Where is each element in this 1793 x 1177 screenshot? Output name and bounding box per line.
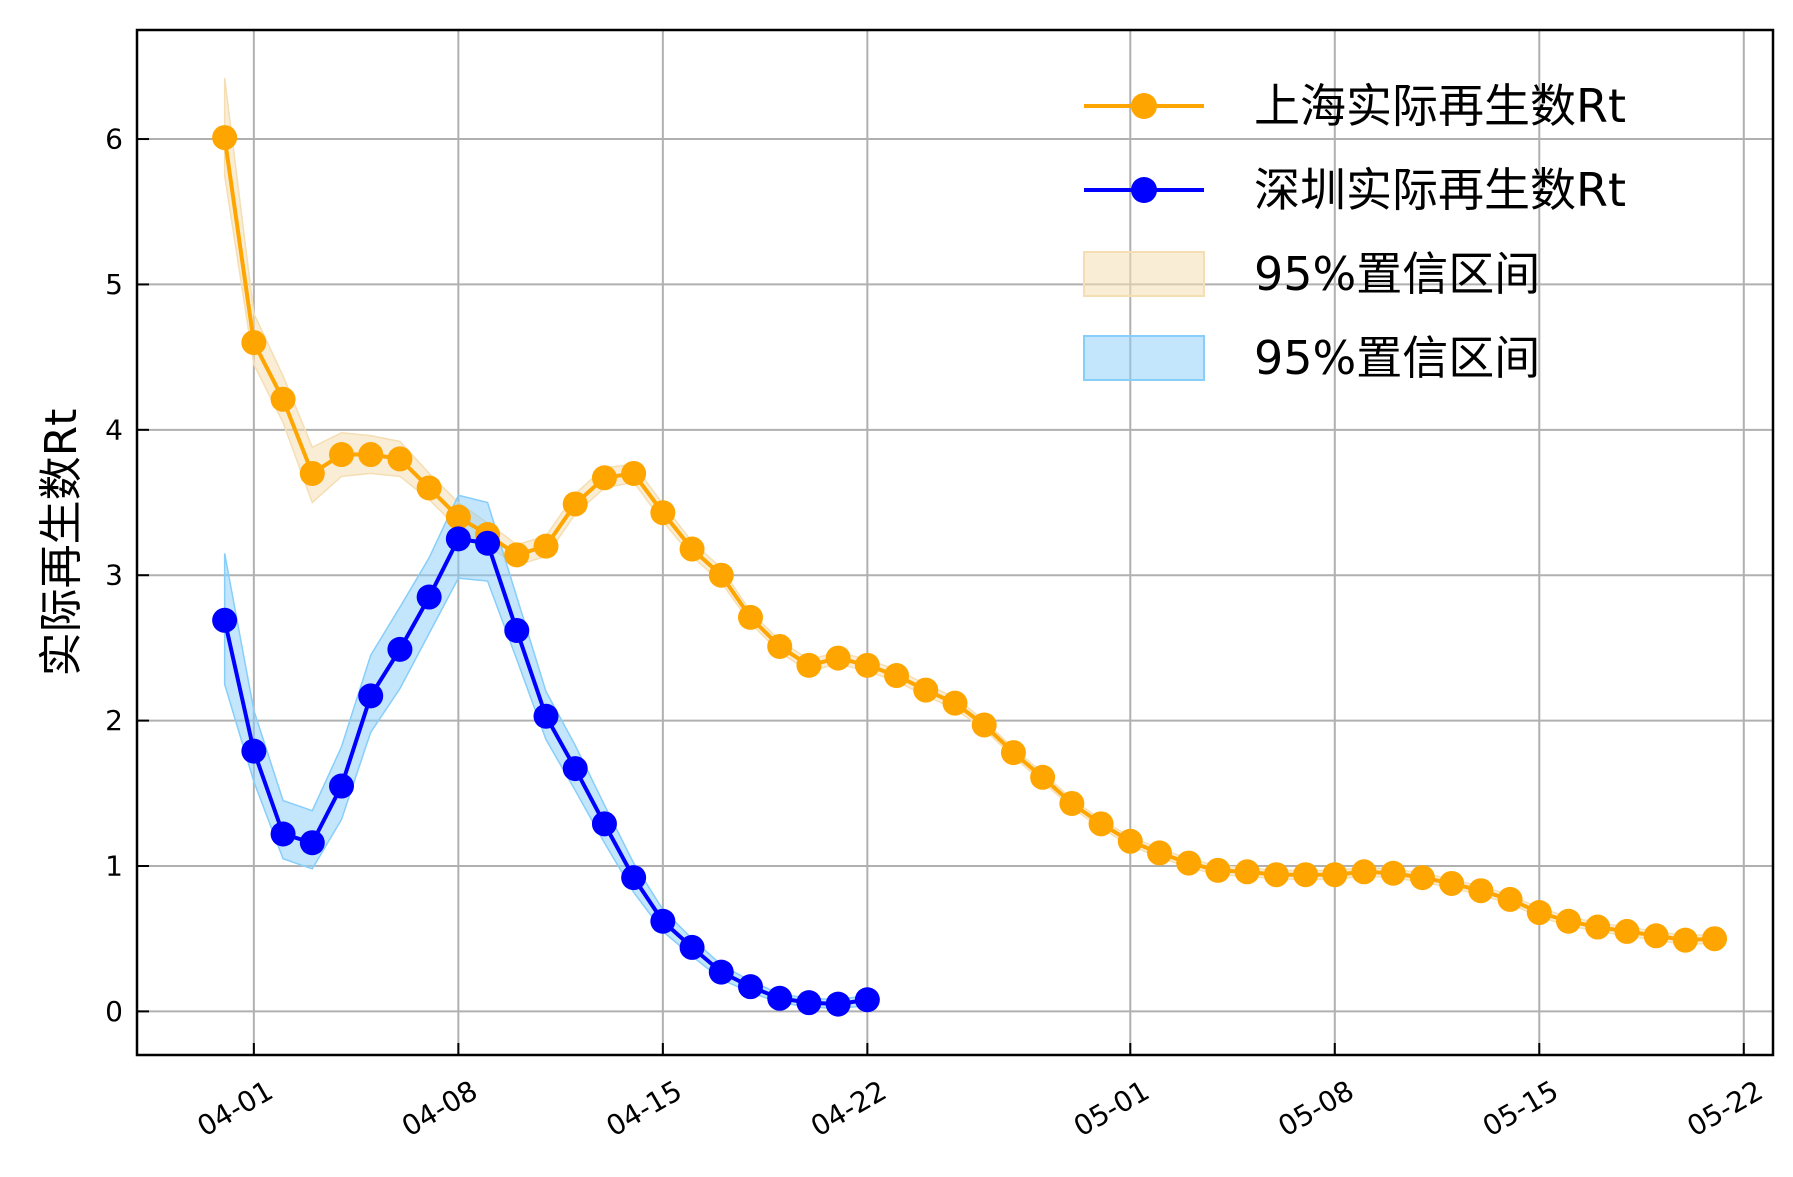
data-point bbox=[1205, 857, 1231, 883]
data-point bbox=[971, 712, 997, 738]
data-point bbox=[1351, 859, 1377, 885]
data-point bbox=[475, 530, 501, 556]
data-point bbox=[650, 500, 676, 526]
data-point bbox=[1234, 859, 1260, 885]
data-point bbox=[913, 677, 939, 703]
y-tick-label: 0 bbox=[105, 995, 123, 1028]
data-point bbox=[1585, 914, 1611, 940]
data-point bbox=[1614, 918, 1640, 944]
data-point bbox=[533, 703, 559, 729]
data-point bbox=[1000, 740, 1026, 766]
legend-label: 上海实际再生数Rt bbox=[1254, 79, 1626, 133]
y-tick-label: 2 bbox=[105, 704, 123, 737]
data-point bbox=[708, 562, 734, 588]
data-point bbox=[884, 663, 910, 689]
data-point bbox=[708, 959, 734, 985]
data-point bbox=[329, 773, 354, 799]
data-point bbox=[1176, 850, 1202, 876]
legend-marker bbox=[1131, 177, 1157, 203]
y-axis-label: 实际再生数Rt bbox=[36, 409, 87, 677]
data-point bbox=[1526, 900, 1552, 926]
y-tick-labels: 0 1 2 3 4 5 6 bbox=[105, 123, 123, 1028]
data-point bbox=[562, 756, 588, 782]
data-point bbox=[329, 442, 354, 468]
data-point bbox=[445, 526, 471, 552]
data-point bbox=[1409, 865, 1435, 891]
data-point bbox=[1263, 862, 1289, 888]
data-point bbox=[796, 990, 822, 1016]
legend-band-swatch bbox=[1083, 335, 1205, 381]
data-point bbox=[1322, 862, 1348, 888]
data-point bbox=[796, 652, 822, 678]
data-point bbox=[270, 821, 296, 847]
data-point bbox=[1643, 923, 1669, 949]
data-point bbox=[679, 536, 705, 562]
data-point bbox=[416, 475, 442, 501]
data-point bbox=[679, 934, 705, 960]
data-point bbox=[387, 636, 413, 662]
series-line bbox=[222, 137, 1715, 943]
data-point bbox=[1468, 878, 1494, 904]
y-tick-label: 3 bbox=[105, 559, 123, 592]
data-point bbox=[738, 974, 763, 1000]
data-point bbox=[1147, 840, 1172, 866]
data-point bbox=[445, 504, 471, 530]
data-point bbox=[854, 652, 880, 678]
data-point bbox=[1702, 926, 1728, 952]
axis-ticks bbox=[137, 138, 1745, 1055]
data-point bbox=[1439, 870, 1465, 896]
series-points bbox=[212, 125, 1728, 1017]
data-point bbox=[825, 645, 851, 671]
data-point bbox=[1380, 860, 1406, 886]
data-point bbox=[241, 738, 267, 764]
data-point bbox=[942, 690, 968, 716]
data-point bbox=[1088, 811, 1114, 837]
data-point bbox=[358, 442, 384, 468]
data-point bbox=[1030, 764, 1056, 790]
data-point bbox=[650, 908, 676, 934]
y-tick-label: 6 bbox=[105, 123, 123, 156]
data-point bbox=[299, 460, 325, 486]
legend-label: 深圳实际再生数Rt bbox=[1254, 163, 1626, 217]
data-point bbox=[241, 330, 267, 356]
legend-marker bbox=[1131, 93, 1157, 119]
data-point bbox=[738, 604, 763, 630]
legend-label: 95%置信区间 bbox=[1254, 247, 1540, 301]
legend-label: 95%置信区间 bbox=[1254, 331, 1540, 385]
data-point bbox=[1293, 862, 1319, 888]
data-point bbox=[212, 607, 238, 633]
data-point bbox=[1672, 927, 1698, 953]
data-point bbox=[1059, 790, 1085, 816]
data-point bbox=[767, 633, 793, 659]
data-point bbox=[270, 386, 296, 412]
data-point bbox=[591, 465, 617, 491]
y-tick-label: 4 bbox=[105, 413, 123, 446]
data-point bbox=[212, 125, 238, 151]
legend: 上海实际再生数Rt 深圳实际再生数Rt 95%置信区间 95%置信区间 bbox=[1083, 79, 1626, 385]
data-point bbox=[767, 985, 793, 1011]
data-point bbox=[1117, 828, 1143, 854]
data-point bbox=[416, 584, 442, 610]
legend-band-swatch bbox=[1083, 251, 1205, 297]
plot-frame bbox=[135, 28, 1775, 1057]
data-point bbox=[854, 987, 880, 1013]
y-tick-label: 1 bbox=[105, 849, 123, 882]
data-point bbox=[1556, 908, 1581, 934]
y-tick-label: 5 bbox=[105, 268, 123, 301]
data-point bbox=[591, 811, 617, 837]
data-point bbox=[299, 830, 325, 856]
data-point bbox=[387, 446, 413, 472]
grid-lines bbox=[137, 30, 1773, 1055]
data-point bbox=[621, 865, 647, 891]
data-point bbox=[504, 617, 530, 643]
data-point bbox=[504, 542, 530, 568]
data-point bbox=[562, 491, 588, 517]
data-point bbox=[358, 683, 384, 709]
data-point bbox=[533, 533, 559, 559]
data-point bbox=[621, 460, 647, 486]
data-point bbox=[825, 991, 851, 1017]
data-point bbox=[1497, 886, 1523, 912]
